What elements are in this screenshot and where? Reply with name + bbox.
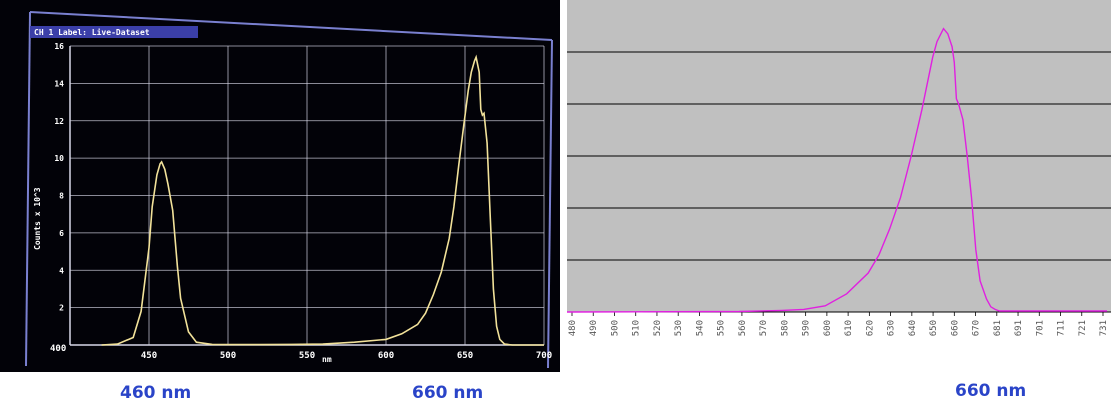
left-spectrum-line: [101, 54, 544, 346]
right-x-tick-label: 650: [929, 320, 939, 336]
right-x-tick-label: 510: [632, 320, 642, 336]
right-x-tick-label: 711: [1057, 320, 1067, 336]
left-x-ticks: 450 500 550 600 650 700: [141, 351, 552, 361]
right-grid: [567, 51, 1111, 261]
left-x-tick-label: 550: [299, 351, 315, 361]
left-y-tick-label: 10: [54, 154, 64, 163]
right-x-tick-label: 580: [780, 320, 790, 336]
left-x-tick-label: 650: [457, 351, 473, 361]
right-x-tick-label: 660: [950, 320, 960, 336]
right-x-tick-label: 681: [993, 320, 1003, 336]
left-y-ticks: 2 4 6 8 10 12 14 16: [54, 42, 64, 313]
bezel-right-line: [547, 39, 553, 369]
right-x-tick-label: 520: [653, 320, 663, 336]
left-x-tick-label: 500: [220, 351, 236, 361]
right-x-tick-label: 640: [908, 320, 918, 336]
right-x-tick-label: 560: [738, 320, 748, 336]
right-x-tick-label: 610: [844, 320, 854, 336]
left-grid: [69, 45, 545, 346]
left-y-tick-label: 8: [59, 192, 64, 201]
origin-tick-label: 400: [50, 344, 66, 354]
chart-title-bar: [30, 26, 198, 38]
right-x-tick-label: 540: [695, 320, 705, 336]
right-x-ticks: 480 490 500 510 520 530 540 550 560 570 580 590 600 6…: [568, 312, 1109, 336]
left-y-tick-label: 6: [59, 229, 64, 238]
right-x-tick-label: 620: [865, 320, 875, 336]
x-axis-label: nm: [322, 355, 332, 364]
y-axis-label: Counts x 10^3: [33, 187, 42, 250]
left-x-tick-label: 450: [141, 351, 157, 361]
left-x-tick-label: 600: [378, 351, 394, 361]
right-chart-panel: 480 490 500 510 520 530 540 550 560 570 580 590 600 6…: [566, 0, 1111, 372]
right-x-tick-label: 600: [823, 320, 833, 336]
left-x-tick-label: 700: [536, 351, 552, 361]
right-x-tick-label: 691: [1014, 320, 1024, 336]
left-y-tick-label: 4: [59, 266, 64, 275]
caption-660-nm-right: 660 nm: [955, 381, 1027, 401]
right-x-tick-label: 630: [887, 320, 897, 336]
right-x-tick-label: 670: [972, 320, 982, 336]
left-spectrum-chart: CH 1 Label: Live-Dataset Counts x 10^3 n…: [25, 11, 553, 369]
right-x-tick-label: 721: [1078, 320, 1088, 336]
right-spectrum-line: [566, 27, 1107, 313]
right-x-tick-label: 550: [717, 320, 727, 336]
right-x-tick-label: 570: [759, 320, 769, 336]
right-spectrum-chart: 480 490 500 510 520 530 540 550 560 570 580 590 600 6…: [566, 0, 1111, 336]
left-y-tick-label: 14: [54, 79, 64, 88]
right-x-tick-label: 701: [1035, 320, 1045, 336]
right-x-tick-label: 500: [610, 320, 620, 336]
left-y-tick-label: 12: [54, 117, 64, 126]
bezel-left-line: [25, 11, 31, 367]
bezel-top-line: [29, 11, 553, 41]
right-x-tick-label: 590: [802, 320, 812, 336]
right-x-tick-label: 490: [589, 320, 599, 336]
right-x-tick-label: 731: [1099, 320, 1109, 336]
right-x-tick-label: 480: [568, 320, 578, 336]
spectrometer-screen: CH 1 Label: Live-Dataset Counts x 10^3 n…: [0, 0, 560, 372]
chart-title: CH 1 Label: Live-Dataset: [34, 27, 150, 37]
right-x-tick-label: 530: [674, 320, 684, 336]
caption-660-nm-left: 660 nm: [412, 383, 484, 403]
left-y-tick-label: 16: [54, 42, 64, 51]
caption-460-nm: 460 nm: [120, 383, 192, 403]
left-y-tick-label: 2: [59, 304, 64, 313]
